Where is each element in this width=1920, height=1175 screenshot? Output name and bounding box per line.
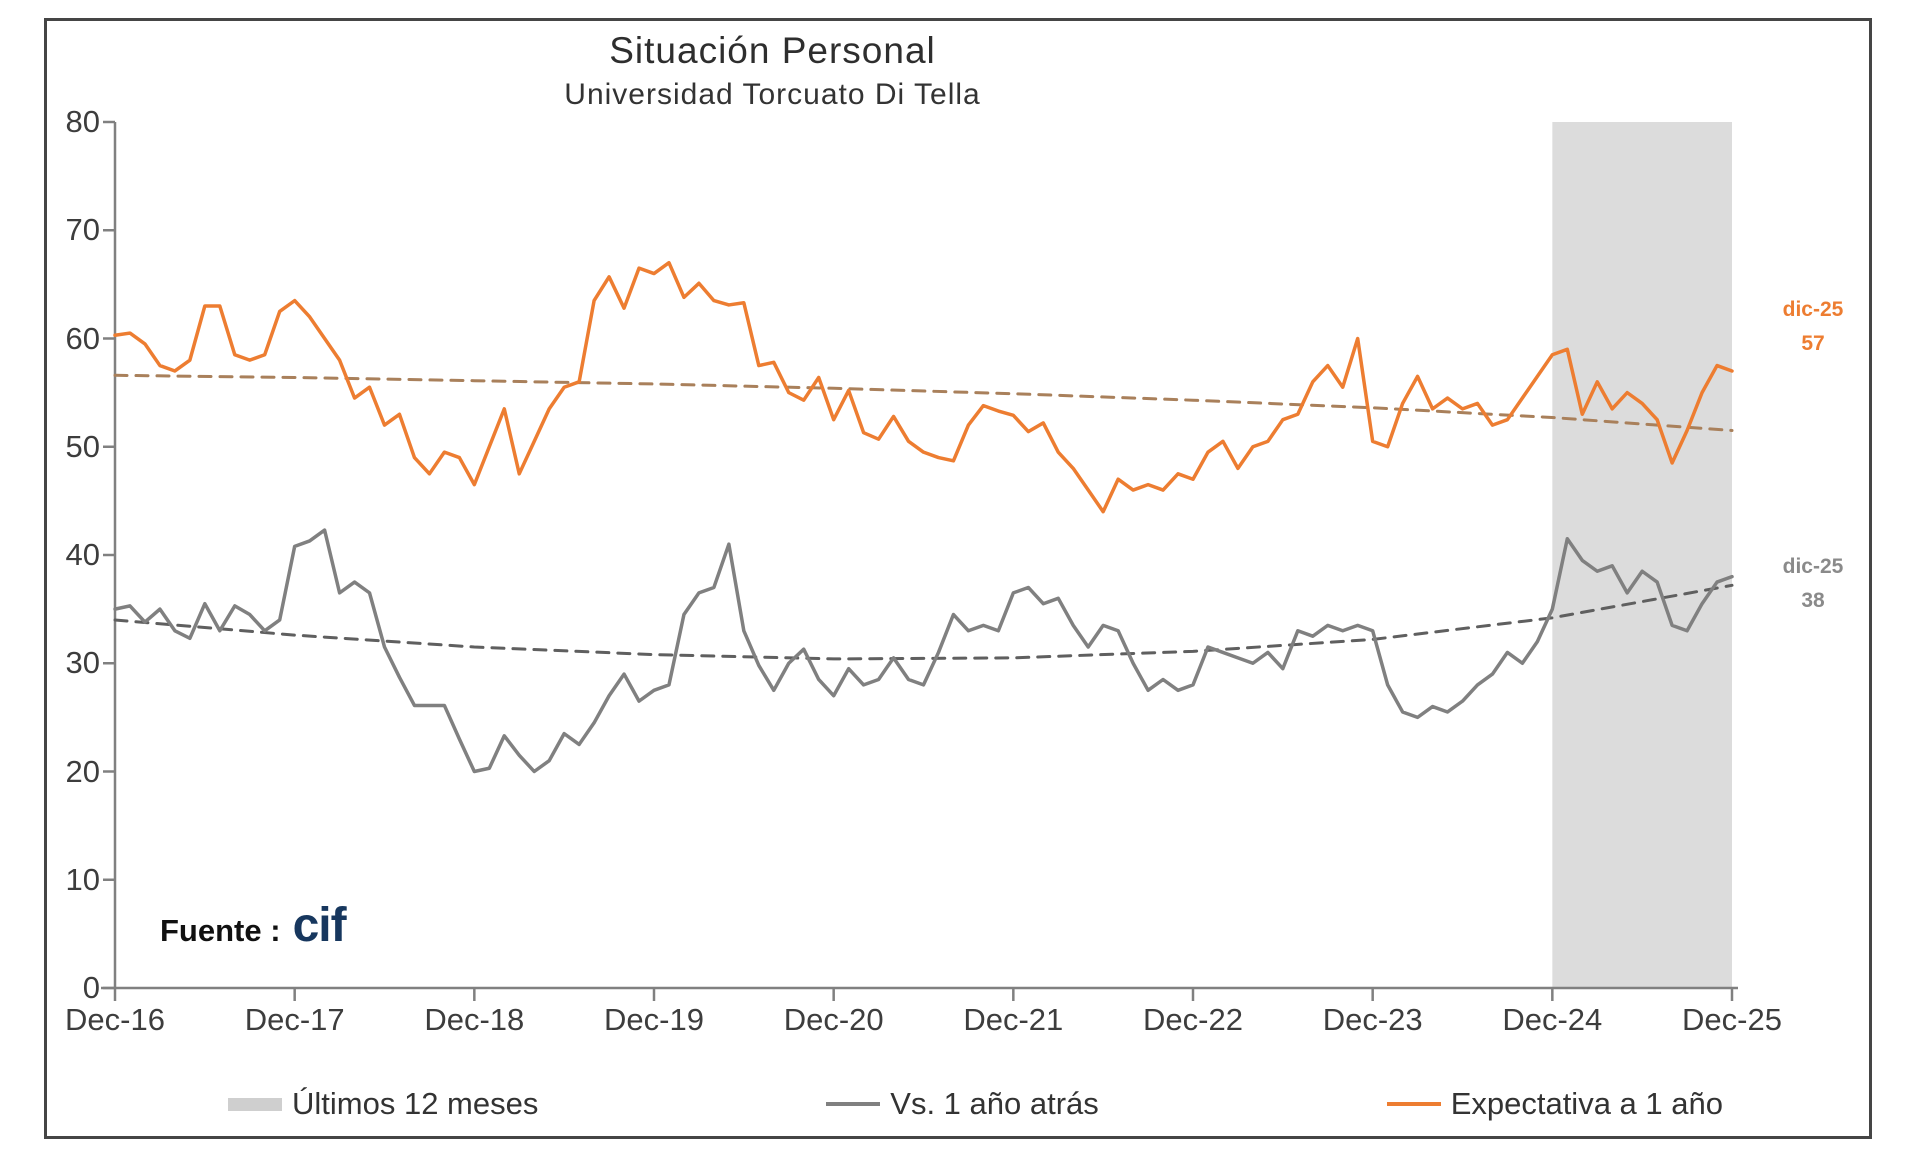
shaded-region-layer (1552, 122, 1732, 988)
y-tick-label: 60 (65, 320, 100, 356)
page-title: Situación Personal (609, 30, 936, 71)
annotation-expectativa-value: 57 (1801, 331, 1825, 355)
legend-item-ultimos-12-meses: Últimos 12 meses (228, 1086, 538, 1122)
y-tick-label: 0 (82, 970, 100, 1005)
trendline-tendencia-expectativa-a-1-a-o (113, 373, 1734, 433)
trendlines-layer (113, 373, 1734, 661)
source-note: Fuente : cif (160, 898, 347, 953)
y-tick-label: 10 (65, 861, 100, 897)
x-tick-label: Dec-22 (1143, 1002, 1243, 1037)
x-tick-label: Dec-23 (1322, 1002, 1423, 1037)
x-tick-label: Dec-19 (604, 1002, 704, 1037)
y-tick-label: 50 (65, 428, 100, 464)
annotation-vs-date: dic-25 (1782, 555, 1844, 578)
series-line-vs-1-a-o-atr-s (113, 528, 1734, 774)
gray-line-swatch-icon (826, 1102, 881, 1106)
x-tick-label: Dec-17 (244, 1002, 345, 1037)
y-tick-label: 40 (65, 537, 100, 572)
legend-label: Últimos 12 meses (292, 1086, 539, 1121)
annotation-vs-un-ano: dic-25 38 (1758, 550, 1868, 617)
x-tick-label: Dec-25 (1682, 1002, 1782, 1037)
legend-item-expectativa-1-ano: Expectativa a 1 año (1386, 1086, 1723, 1122)
y-tick-label: 70 (65, 212, 100, 248)
y-tick-label: 20 (65, 753, 100, 789)
x-tick-label: Dec-18 (424, 1002, 525, 1037)
series-line-expectativa-a-1-a-o (113, 260, 1734, 514)
annotation-vs-value: 38 (1801, 588, 1825, 612)
title-block: Situación Personal Universidad Torcuato … (115, 30, 1430, 112)
trendline-tendencia-vs-1-a-o-atr-s (113, 583, 1734, 661)
x-tick-label: Dec-24 (1502, 1002, 1603, 1037)
legend-label: Vs. 1 año atrás (890, 1086, 1099, 1121)
x-tick-label: Dec-20 (783, 1002, 884, 1037)
source-label: Fuente : (160, 913, 281, 948)
page-subtitle: Universidad Torcuato Di Tella (564, 78, 981, 111)
orange-line-swatch-icon (1386, 1102, 1441, 1106)
y-tick-label: 80 (65, 104, 100, 139)
series-layer (113, 260, 1734, 774)
shaded-region-last-12-months (1552, 122, 1732, 988)
band-swatch-icon (228, 1097, 282, 1111)
cif-logo: cif (292, 899, 347, 952)
annotation-expectativa: dic-25 57 (1758, 293, 1868, 360)
x-tick-label: Dec-21 (963, 1002, 1064, 1037)
axes-layer (101, 120, 1738, 1001)
legend-item-vs-1-ano-atras: Vs. 1 año atrás (826, 1086, 1099, 1122)
y-tick-label: 30 (65, 645, 100, 681)
legend-label: Expectativa a 1 año (1450, 1086, 1723, 1121)
legend: Últimos 12 meses Vs. 1 año atrás Expecta… (228, 1086, 1723, 1122)
x-tick-label: Dec-16 (65, 1002, 165, 1037)
annotation-expectativa-date: dic-25 (1782, 298, 1844, 321)
